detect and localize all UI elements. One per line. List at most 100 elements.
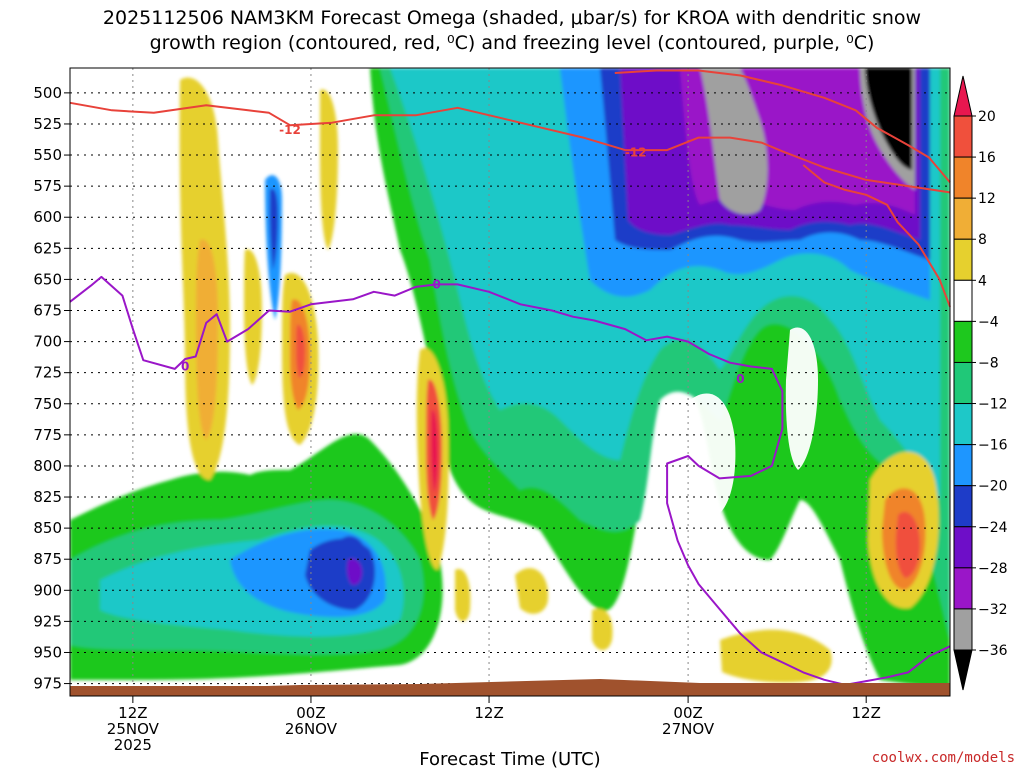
y-tick-label: 500 — [33, 84, 62, 102]
omega-region-gray — [700, 68, 915, 215]
colorbar-swatch — [953, 320, 973, 363]
x-tick-label: 2025 — [114, 736, 152, 754]
colorbar-label: 20 — [978, 109, 996, 125]
colorbar-label: −12 — [978, 397, 1008, 413]
x-axis-label: Forecast Time (UTC) — [419, 749, 600, 768]
omega-shading — [70, 68, 950, 690]
y-tick-label: 775 — [33, 426, 62, 444]
colorbar-swatch — [953, 279, 973, 322]
omega-region-yellow-8 — [515, 568, 549, 614]
omega-region-red-6 — [895, 511, 920, 578]
omega-region-white-mid-2 — [785, 327, 818, 470]
x-tick-label: 12Z — [118, 704, 147, 722]
y-tick-label: 675 — [33, 301, 62, 319]
omega-region-pink-3 — [431, 409, 438, 492]
colorbar-label: −4 — [978, 314, 999, 330]
colorbar-label: −24 — [978, 520, 1008, 536]
colorbar-label: −36 — [978, 643, 1008, 659]
colorbar-label: −20 — [978, 479, 1008, 495]
credit-text: coolwx.com/models — [872, 750, 1015, 766]
colorbar-swatch — [953, 115, 973, 158]
x-tick-label: 27NOV — [662, 720, 715, 738]
colorbar: 20 16 12 8 4 −4 −8 −12 −16 −20 −24 −28 −32 −36 — [953, 75, 1008, 691]
plot-area: -12 -12 0 0 0 — [69, 67, 951, 697]
y-tick-label: 825 — [33, 488, 62, 506]
y-tick-label: 575 — [33, 177, 62, 195]
x-tick-label: 00Z — [296, 704, 325, 722]
x-tick-label: 00Z — [673, 704, 702, 722]
y-tick-label: 625 — [33, 239, 62, 257]
x-tick-label: 25NOV — [107, 720, 160, 738]
colorbar-label: 16 — [978, 150, 996, 166]
dendritic-contour-line — [69, 101, 951, 194]
colorbar-swatch — [953, 238, 973, 281]
y-tick-label: 975 — [33, 675, 62, 693]
colorbar-label: −16 — [978, 438, 1008, 454]
colorbar-label: 4 — [978, 273, 987, 289]
colorbar-label: 8 — [978, 232, 987, 248]
contour-label: -12 — [625, 146, 647, 160]
colorbar-swatch — [953, 197, 973, 240]
ground-band-top — [70, 679, 950, 690]
omega-streak-dark-1 — [269, 188, 278, 270]
ground-band — [70, 686, 950, 696]
x-tick-label: 26NOV — [285, 720, 338, 738]
omega-region-white-mid — [685, 393, 736, 520]
omega-region-red-2 — [296, 324, 306, 378]
colorbar-swatch — [953, 444, 973, 487]
colorbar-swatch — [953, 485, 973, 528]
colorbar-swatch — [953, 608, 973, 651]
y-axis: 500 525 550 575 600 625 650 675 700 725 750 775 800 8… — [33, 84, 70, 693]
colorbar-swatch — [953, 567, 973, 610]
y-tick-label: 900 — [33, 581, 62, 599]
y-tick-label: 550 — [33, 146, 62, 164]
y-tick-label: 875 — [33, 550, 62, 568]
y-tick-label: 525 — [33, 115, 62, 133]
freezing-contour-line — [69, 275, 951, 686]
y-tick-label: 950 — [33, 643, 62, 661]
contour-lines — [69, 69, 951, 686]
omega-region-yellow-10 — [455, 569, 471, 622]
y-tick-label: 700 — [33, 333, 62, 351]
x-tick-label: 12Z — [852, 704, 881, 722]
y-tick-label: 600 — [33, 208, 62, 226]
y-tick-label: 925 — [33, 612, 62, 630]
omega-core-purple — [347, 558, 362, 585]
chart-title-line-2: growth region (contoured, red, ⁰C) and f… — [150, 32, 875, 54]
omega-core-navy-2 — [314, 552, 328, 592]
dendritic-contour-line — [802, 164, 951, 308]
omega-region-yellow-9 — [592, 608, 613, 651]
contour-label: -12 — [279, 123, 301, 137]
dendritic-contour-line — [614, 69, 951, 184]
plot-gridlines — [70, 68, 950, 696]
colorbar-top-arrow — [953, 75, 973, 117]
omega-region-black — [865, 68, 912, 170]
omega-region-yellow-5 — [244, 249, 262, 385]
colorbar-label: 12 — [978, 191, 996, 207]
contour-label: 0 — [181, 359, 189, 373]
y-tick-label: 750 — [33, 395, 62, 413]
colorbar-swatch — [953, 361, 973, 405]
y-tick-label: 800 — [33, 457, 62, 475]
contour-labels: -12 -12 0 0 0 — [181, 123, 745, 386]
colorbar-bottom-arrow — [953, 649, 973, 691]
colorbar-swatch — [953, 156, 973, 199]
x-tick-label: 12Z — [474, 704, 503, 722]
omega-region-orange-1 — [196, 239, 218, 440]
colorbar-swatch — [953, 403, 973, 446]
colorbar-label: −8 — [978, 355, 999, 371]
contour-label: 0 — [736, 372, 744, 386]
omega-region-yellow-4 — [320, 89, 338, 251]
chart-title-line-1: 2025112506 NAM3KM Forecast Omega (shaded… — [103, 7, 921, 29]
plot-frame — [69, 67, 951, 697]
colorbar-label: −32 — [978, 602, 1008, 618]
y-tick-label: 650 — [33, 270, 62, 288]
omega-region-yellow-7 — [720, 629, 832, 683]
y-tick-label: 725 — [33, 364, 62, 382]
y-tick-label: 850 — [33, 519, 62, 537]
colorbar-swatch — [953, 526, 973, 569]
colorbar-label: −28 — [978, 561, 1008, 577]
contour-label: 0 — [432, 277, 440, 291]
